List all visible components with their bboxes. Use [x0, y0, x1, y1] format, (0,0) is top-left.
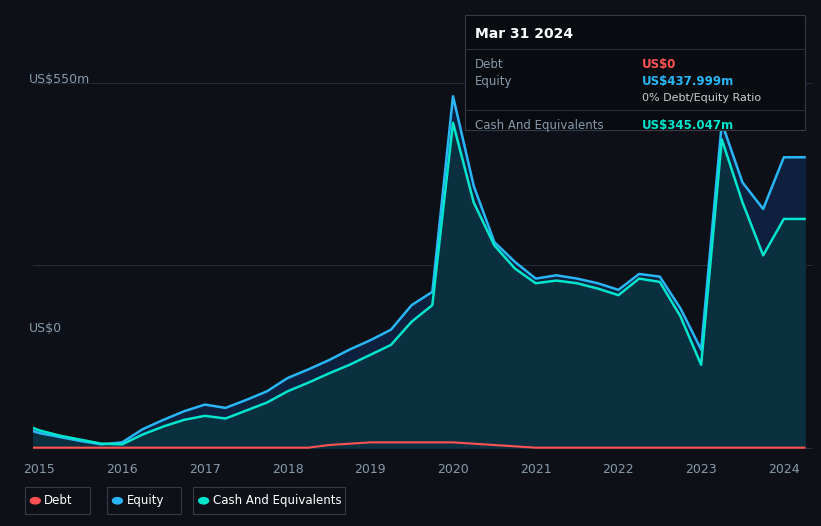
Text: US$550m: US$550m [29, 73, 90, 86]
Text: Mar 31 2024: Mar 31 2024 [475, 27, 573, 41]
Text: Equity: Equity [475, 75, 512, 88]
Text: US$0: US$0 [642, 58, 677, 71]
Text: Debt: Debt [475, 58, 503, 71]
Text: US$0: US$0 [29, 321, 62, 335]
Text: Cash And Equivalents: Cash And Equivalents [213, 494, 342, 507]
Text: US$345.047m: US$345.047m [642, 119, 734, 132]
Text: US$437.999m: US$437.999m [642, 75, 734, 88]
Text: 0% Debt/Equity Ratio: 0% Debt/Equity Ratio [642, 93, 761, 103]
Text: Cash And Equivalents: Cash And Equivalents [475, 119, 603, 132]
Text: Debt: Debt [44, 494, 73, 507]
Text: Equity: Equity [126, 494, 164, 507]
